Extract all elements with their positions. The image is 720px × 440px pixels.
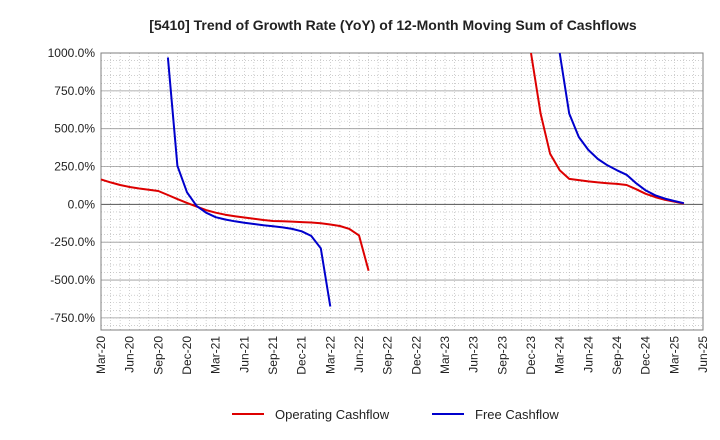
x-tick-label: Mar-20 (94, 336, 108, 374)
x-tick-label: Mar-22 (323, 336, 337, 374)
y-tick-label: 750.0% (54, 84, 95, 98)
x-tick-label: Mar-21 (209, 336, 223, 374)
legend: Operating Cashflow Free Cashflow (232, 407, 559, 422)
y-tick-labels: 1000.0% 750.0% 500.0% 250.0% 0.0% -250.0% -500… (48, 46, 96, 325)
plot-frame (100, 52, 704, 331)
x-tick-label: Dec-23 (524, 336, 538, 375)
x-tick-label: Dec-24 (639, 336, 653, 375)
x-tick-label: Mar-25 (667, 336, 681, 374)
x-tick-label: Dec-21 (295, 336, 309, 375)
x-tick-label: Sep-23 (495, 336, 509, 375)
series-line-operating-cashflow (100, 178, 370, 271)
x-tick-labels: Mar-20 Jun-20 Sep-20 Dec-20 Mar-21 Jun-21 Sep-… (94, 336, 710, 375)
y-tick-label: 0.0% (68, 197, 96, 211)
y-tick-label: 500.0% (54, 122, 95, 136)
chart-title: [5410] Trend of Growth Rate (YoY) of 12-… (149, 17, 637, 33)
x-tick-label: Dec-22 (409, 336, 423, 375)
y-tick-label: -250.0% (50, 235, 95, 249)
x-tick-label: Jun-21 (237, 336, 251, 373)
grid-layer (100, 52, 704, 330)
y-tick-label: -500.0% (50, 273, 95, 287)
x-tick-label: Jun-22 (352, 336, 366, 373)
series-line-operating-cashflow (530, 52, 685, 205)
legend-label: Operating Cashflow (275, 407, 390, 422)
x-tick-label: Sep-20 (151, 336, 165, 375)
y-tick-label: 1000.0% (48, 46, 96, 60)
x-tick-label: Jun-20 (123, 336, 137, 373)
x-tick-label: Sep-21 (266, 336, 280, 375)
x-tick-label: Mar-24 (553, 336, 567, 374)
x-tick-label: Mar-23 (438, 336, 452, 374)
y-tick-label: -750.0% (50, 311, 95, 325)
x-tick-label: Sep-24 (610, 336, 624, 375)
x-tick-label: Jun-25 (696, 336, 710, 373)
series-layer (100, 52, 685, 307)
legend-label: Free Cashflow (475, 407, 559, 422)
series-line-free-cashflow (558, 52, 685, 205)
x-tick-label: Jun-23 (467, 336, 481, 373)
x-tick-label: Sep-22 (381, 336, 395, 375)
x-tick-label: Dec-20 (180, 336, 194, 375)
series-line-free-cashflow (166, 57, 332, 307)
x-tick-label: Jun-24 (581, 336, 595, 373)
y-tick-label: 250.0% (54, 160, 95, 174)
